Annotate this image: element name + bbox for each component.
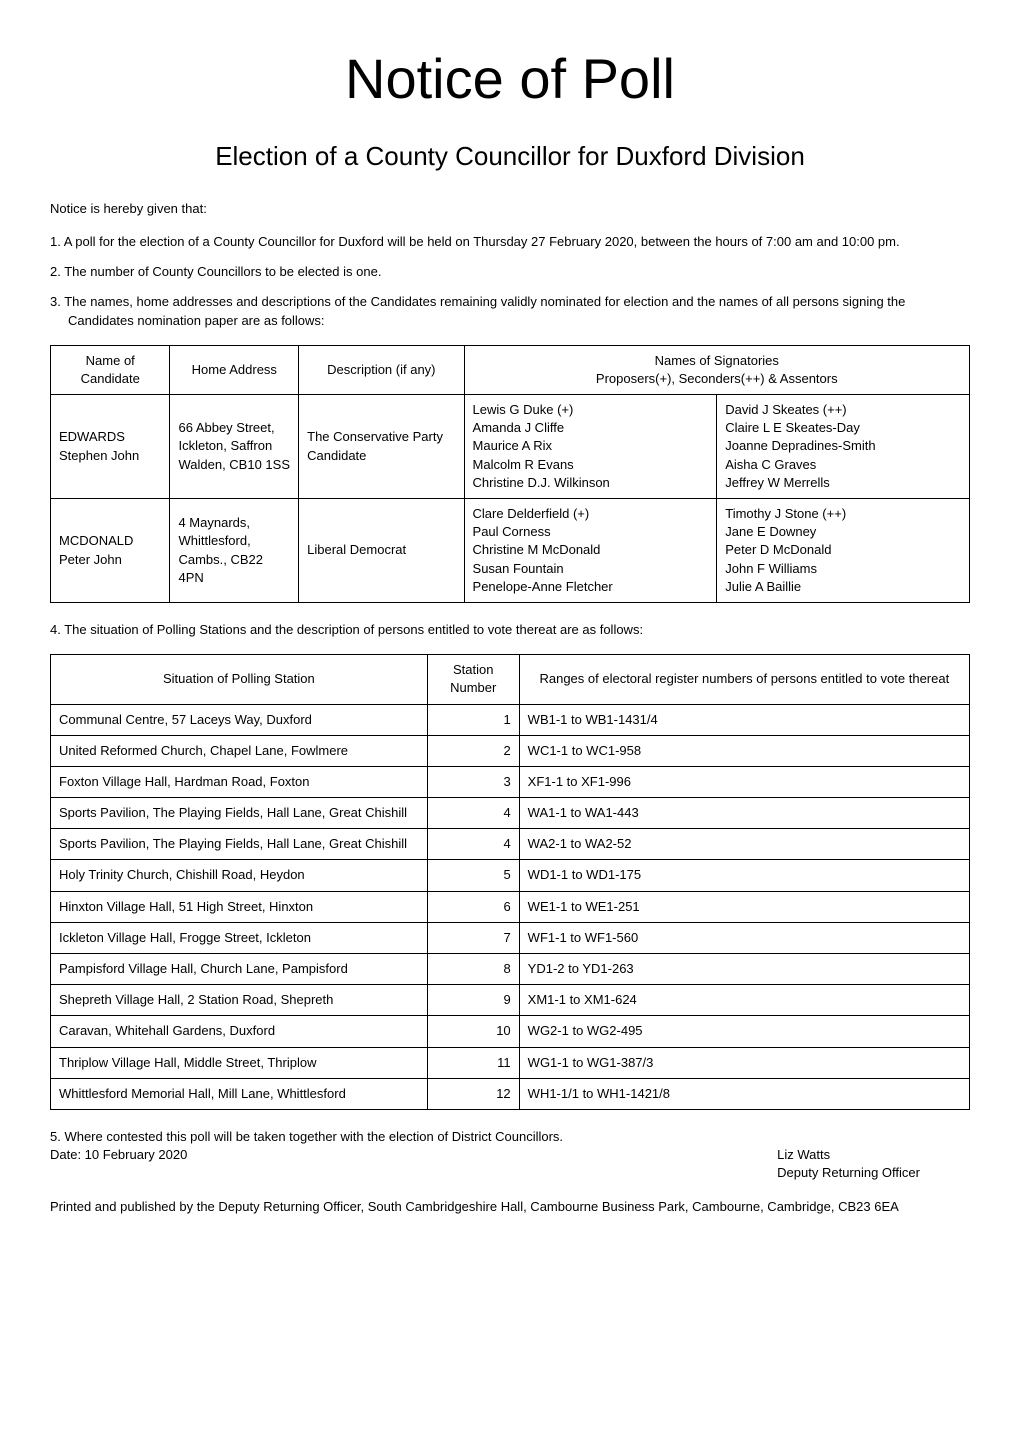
cell-ranges: WG2-1 to WG2-495 (519, 1016, 969, 1047)
cell-situation: Communal Centre, 57 Laceys Way, Duxford (51, 704, 428, 735)
table-row: Foxton Village Hall, Hardman Road, Foxto… (51, 766, 970, 797)
header-signatories: Names of Signatories Proposers(+), Secon… (464, 345, 969, 394)
cell-ranges: WA2-1 to WA2-52 (519, 829, 969, 860)
cell-situation: Thriplow Village Hall, Middle Street, Th… (51, 1047, 428, 1078)
header-name: Name of Candidate (51, 345, 170, 394)
officer-block: Liz Watts Deputy Returning Officer (777, 1146, 920, 1182)
cell-ranges: WH1-1/1 to WH1-1421/8 (519, 1078, 969, 1109)
cell-ranges: WB1-1 to WB1-1431/4 (519, 704, 969, 735)
table-row: Hinxton Village Hall, 51 High Street, Hi… (51, 891, 970, 922)
cell-number: 12 (427, 1078, 519, 1109)
cell-situation: United Reformed Church, Chapel Lane, Fow… (51, 735, 428, 766)
cell-situation: Pampisford Village Hall, Church Lane, Pa… (51, 954, 428, 985)
header-description: Description (if any) (299, 345, 464, 394)
table-row: Caravan, Whitehall Gardens, Duxford10WG2… (51, 1016, 970, 1047)
cell-number: 8 (427, 954, 519, 985)
cell-ranges: WE1-1 to WE1-251 (519, 891, 969, 922)
date-line: Date: 10 February 2020 (50, 1146, 187, 1164)
item-5: 5. Where contested this poll will be tak… (50, 1128, 970, 1146)
list-item-3: 3. The names, home addresses and descrip… (50, 293, 970, 329)
cell-number: 5 (427, 860, 519, 891)
header-situation: Situation of Polling Station (51, 655, 428, 704)
cell-name: EDWARDS Stephen John (51, 395, 170, 499)
cell-ranges: WA1-1 to WA1-443 (519, 798, 969, 829)
cell-number: 7 (427, 922, 519, 953)
cell-ranges: XM1-1 to XM1-624 (519, 985, 969, 1016)
cell-address: 66 Abbey Street, Ickleton, Saffron Walde… (170, 395, 299, 499)
cell-ranges: WF1-1 to WF1-560 (519, 922, 969, 953)
printed-by: Printed and published by the Deputy Retu… (50, 1198, 970, 1216)
stations-table: Situation of Polling Station Station Num… (50, 654, 970, 1110)
cell-situation: Hinxton Village Hall, 51 High Street, Hi… (51, 891, 428, 922)
cell-situation: Caravan, Whitehall Gardens, Duxford (51, 1016, 428, 1047)
cell-sig1: Clare Delderfield (+) Paul Corness Chris… (464, 499, 717, 603)
cell-ranges: WC1-1 to WC1-958 (519, 735, 969, 766)
table-row: Shepreth Village Hall, 2 Station Road, S… (51, 985, 970, 1016)
stations-tbody: Communal Centre, 57 Laceys Way, Duxford1… (51, 704, 970, 1109)
header-ranges: Ranges of electoral register numbers of … (519, 655, 969, 704)
candidates-tbody: EDWARDS Stephen John 66 Abbey Street, Ic… (51, 395, 970, 603)
cell-number: 4 (427, 798, 519, 829)
header-address: Home Address (170, 345, 299, 394)
cell-ranges: YD1-2 to YD1-263 (519, 954, 969, 985)
cell-description: Liberal Democrat (299, 499, 464, 603)
cell-number: 10 (427, 1016, 519, 1047)
subtitle: Election of a County Councillor for Duxf… (50, 138, 970, 174)
cell-number: 2 (427, 735, 519, 766)
candidates-table: Name of Candidate Home Address Descripti… (50, 345, 970, 603)
cell-ranges: WD1-1 to WD1-175 (519, 860, 969, 891)
cell-situation: Ickleton Village Hall, Frogge Street, Ic… (51, 922, 428, 953)
table-row: Holy Trinity Church, Chishill Road, Heyd… (51, 860, 970, 891)
cell-number: 3 (427, 766, 519, 797)
cell-situation: Sports Pavilion, The Playing Fields, Hal… (51, 829, 428, 860)
notice-intro: Notice is hereby given that: (50, 200, 970, 218)
cell-situation: Foxton Village Hall, Hardman Road, Foxto… (51, 766, 428, 797)
table-row: Whittlesford Memorial Hall, Mill Lane, W… (51, 1078, 970, 1109)
header-number: Station Number (427, 655, 519, 704)
table-row: Thriplow Village Hall, Middle Street, Th… (51, 1047, 970, 1078)
cell-ranges: WG1-1 to WG1-387/3 (519, 1047, 969, 1078)
table-row: EDWARDS Stephen John 66 Abbey Street, Ic… (51, 395, 970, 499)
cell-situation: Holy Trinity Church, Chishill Road, Heyd… (51, 860, 428, 891)
cell-number: 1 (427, 704, 519, 735)
footer-row: Date: 10 February 2020 Liz Watts Deputy … (50, 1146, 970, 1182)
cell-ranges: XF1-1 to XF1-996 (519, 766, 969, 797)
cell-situation: Shepreth Village Hall, 2 Station Road, S… (51, 985, 428, 1016)
table-row: Pampisford Village Hall, Church Lane, Pa… (51, 954, 970, 985)
cell-number: 9 (427, 985, 519, 1016)
cell-address: 4 Maynards, Whittlesford, Cambs., CB22 4… (170, 499, 299, 603)
cell-number: 6 (427, 891, 519, 922)
numbered-list: 1. A poll for the election of a County C… (50, 233, 970, 330)
table-row: MCDONALD Peter John 4 Maynards, Whittles… (51, 499, 970, 603)
item-4: 4. The situation of Polling Stations and… (50, 621, 970, 639)
table-row: United Reformed Church, Chapel Lane, Fow… (51, 735, 970, 766)
cell-sig2: David J Skeates (++) Claire L E Skeates-… (717, 395, 970, 499)
cell-sig2: Timothy J Stone (++) Jane E Downey Peter… (717, 499, 970, 603)
cell-description: The Conservative Party Candidate (299, 395, 464, 499)
list-item-2: 2. The number of County Councillors to b… (50, 263, 970, 281)
table-row: Communal Centre, 57 Laceys Way, Duxford1… (51, 704, 970, 735)
table-row: Sports Pavilion, The Playing Fields, Hal… (51, 798, 970, 829)
table-row: Sports Pavilion, The Playing Fields, Hal… (51, 829, 970, 860)
main-title: Notice of Poll (50, 40, 970, 118)
cell-number: 4 (427, 829, 519, 860)
table-row: Ickleton Village Hall, Frogge Street, Ic… (51, 922, 970, 953)
header-signatories-sub: Proposers(+), Seconders(++) & Assentors (596, 371, 838, 386)
officer-title: Deputy Returning Officer (777, 1164, 920, 1182)
list-item-1: 1. A poll for the election of a County C… (50, 233, 970, 251)
header-signatories-text: Names of Signatories (655, 353, 779, 368)
cell-sig1: Lewis G Duke (+) Amanda J Cliffe Maurice… (464, 395, 717, 499)
cell-number: 11 (427, 1047, 519, 1078)
cell-situation: Whittlesford Memorial Hall, Mill Lane, W… (51, 1078, 428, 1109)
officer-name: Liz Watts (777, 1146, 920, 1164)
cell-name: MCDONALD Peter John (51, 499, 170, 603)
cell-situation: Sports Pavilion, The Playing Fields, Hal… (51, 798, 428, 829)
